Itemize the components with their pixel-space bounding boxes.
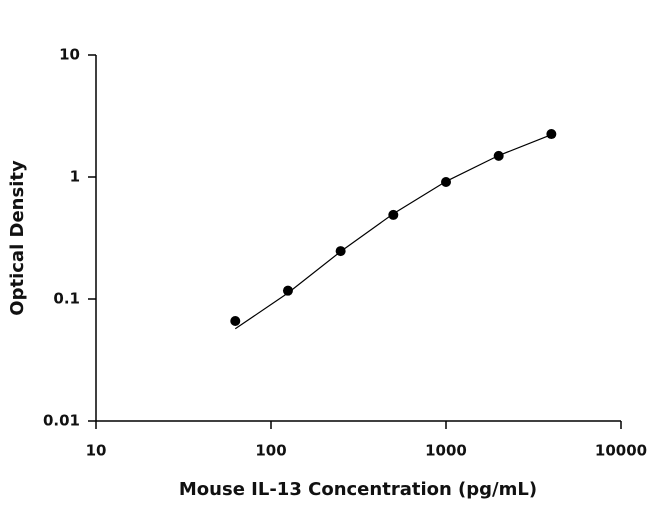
y-axis-title: Optical Density xyxy=(7,160,28,316)
data-point xyxy=(282,285,293,296)
y-tick-label: 0.01 xyxy=(43,412,80,430)
y-tick-label: 10 xyxy=(59,46,80,64)
data-point xyxy=(230,316,241,327)
y-tick-label: 0.1 xyxy=(53,290,80,308)
x-tick-label: 10 xyxy=(86,442,107,460)
x-tick-label: 1000 xyxy=(425,442,467,460)
x-tick-label: 100 xyxy=(255,442,286,460)
fit-curve xyxy=(234,134,552,330)
y-tick-label: 1 xyxy=(70,168,80,186)
x-axis-title: Mouse IL-13 Concentration (pg/mL) xyxy=(179,479,537,500)
x-tick-label: 10000 xyxy=(595,442,647,460)
data-point xyxy=(546,129,557,140)
